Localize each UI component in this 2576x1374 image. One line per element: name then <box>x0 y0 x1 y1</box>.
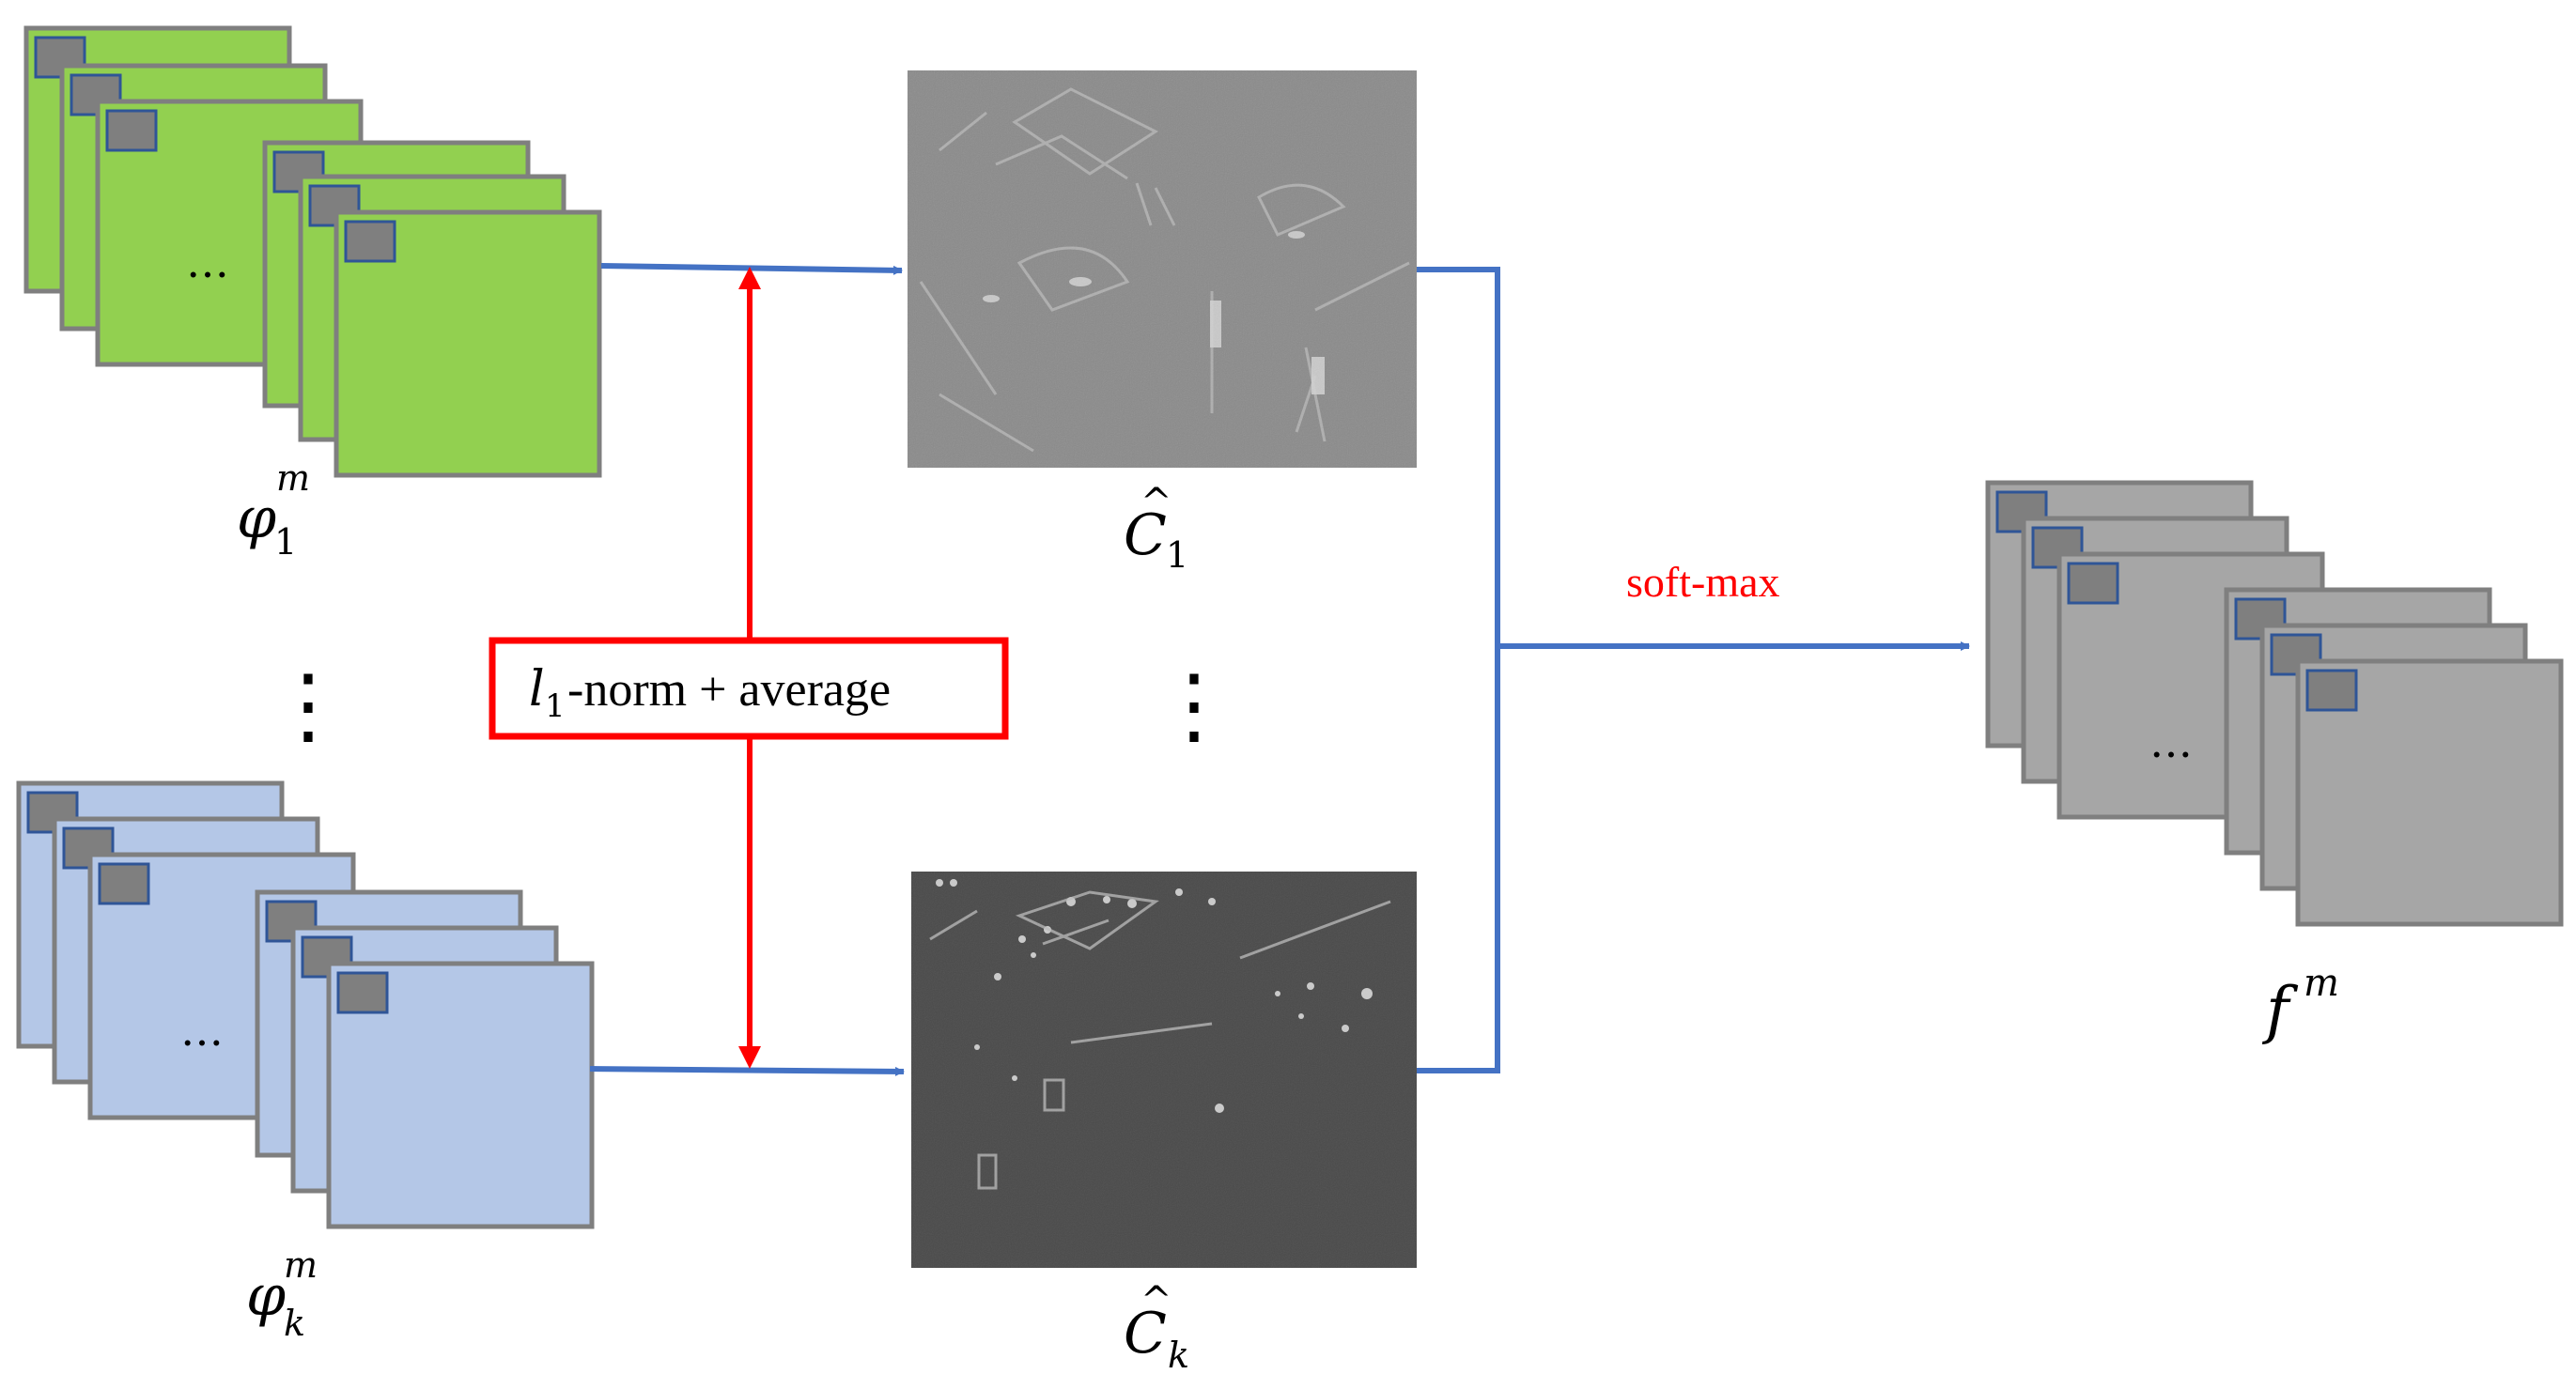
connectors <box>589 263 1970 1076</box>
arrow-top-to-activity <box>600 263 903 275</box>
input-top-patch <box>105 109 158 152</box>
vertical-ellipsis-middle: ⋮ <box>1152 656 1236 755</box>
phi-sup-top: m <box>276 457 310 499</box>
norm-l-index: 1 <box>545 687 566 725</box>
activity-map-top <box>908 70 1417 468</box>
output-label: f m <box>2261 962 2339 1046</box>
c-hat-bottom: ^ <box>1141 1279 1172 1322</box>
ellipsis-bottom-stack: … <box>180 1005 224 1056</box>
output-stack <box>1985 480 2564 927</box>
phi-base-top: φ <box>237 486 276 551</box>
c-base-top: C <box>1124 502 1167 568</box>
ellipsis-top-stack: … <box>186 237 229 287</box>
input-label-bottom: φ m k <box>246 1244 318 1344</box>
norm-arrowhead-down <box>738 1046 761 1069</box>
norm-arrowhead-up <box>738 267 761 289</box>
output-frame <box>2295 658 2564 927</box>
c-hat-top: ^ <box>1141 481 1172 524</box>
input-bottom-patch <box>336 971 389 1014</box>
input-bottom-patch <box>98 862 150 905</box>
input-top-patch <box>344 220 396 263</box>
norm-text: -norm + average <box>567 663 891 717</box>
phi-sup-bottom: m <box>284 1244 318 1286</box>
norm-box: l 1 -norm + average <box>489 637 1009 740</box>
activity-label-bottom: C ^ k <box>1124 1279 1189 1374</box>
input-stack-top <box>23 25 602 478</box>
activity-label-top: C ^ 1 <box>1124 481 1188 576</box>
c-sub-top: 1 <box>1166 534 1188 576</box>
activity-map-bottom <box>911 872 1417 1268</box>
vertical-ellipsis-left: ⋮ <box>266 656 350 755</box>
connector-top-to-merge <box>1417 267 1500 646</box>
f-base: f <box>2261 974 2299 1046</box>
c-sub-bottom: k <box>1168 1335 1189 1374</box>
phi-sub-bottom: k <box>284 1303 305 1344</box>
phi-base-bottom: φ <box>246 1263 286 1329</box>
output-patch <box>2067 562 2119 605</box>
arrow-bottom-to-activity <box>589 1066 905 1076</box>
ellipsis-output-stack: … <box>2149 717 2193 767</box>
norm-l: l <box>529 661 545 718</box>
input-stack-bottom <box>16 780 595 1229</box>
norm-arrow <box>738 267 761 1069</box>
softmax-label: soft-max <box>1626 558 1780 606</box>
input-label-top: φ m 1 <box>237 457 310 563</box>
connector-bottom-to-merge <box>1417 646 1500 1073</box>
f-sup: m <box>2304 962 2339 1005</box>
c-base-bottom: C <box>1124 1301 1167 1366</box>
output-patch <box>2305 669 2358 712</box>
phi-sub-top: 1 <box>274 521 297 563</box>
